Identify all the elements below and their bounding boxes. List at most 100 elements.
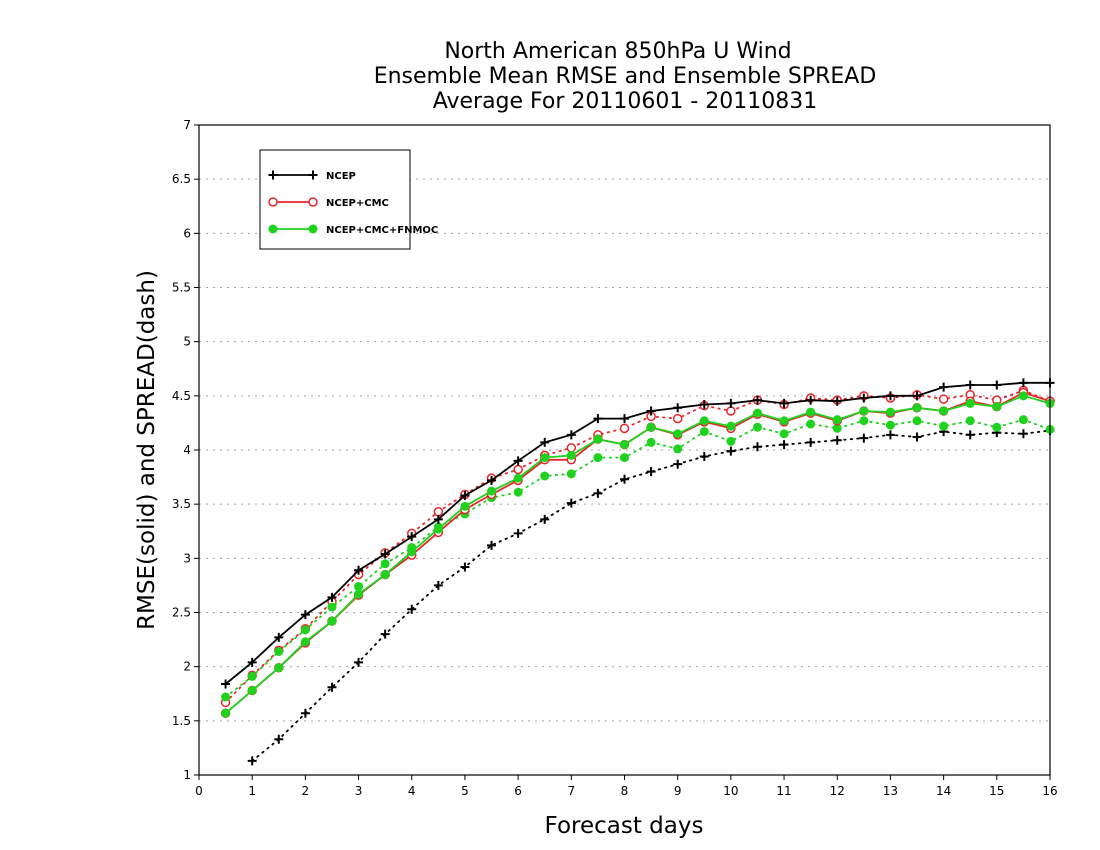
- data-point-rmse: [673, 429, 683, 439]
- x-tick-label: 2: [302, 784, 310, 798]
- data-point-rmse: [965, 380, 975, 390]
- data-point-spread: [487, 540, 497, 550]
- data-point-rmse: [433, 514, 443, 524]
- series-ncep-spread: [247, 426, 1055, 766]
- data-point-spread: [726, 446, 736, 456]
- data-point-spread: [300, 708, 310, 718]
- legend-marker-right: [308, 170, 318, 180]
- data-point-spread: [1018, 415, 1028, 425]
- data-point-rmse: [540, 453, 550, 463]
- data-point-spread: [221, 692, 231, 702]
- series-line-spread: [224, 418, 1051, 698]
- x-tick-label: 14: [936, 784, 951, 798]
- data-point-spread: [806, 419, 816, 429]
- data-point-spread: [380, 559, 390, 569]
- ticks: 11.522.533.544.555.566.570 1 2 3 4 5 6 7 8 9 10 11 1…: [172, 118, 1058, 798]
- y-tick-label: 6: [183, 226, 191, 240]
- data-point-spread: [247, 671, 257, 681]
- legend-marker-left: [268, 197, 278, 207]
- data-point-spread: [566, 469, 576, 479]
- data-point-spread: [513, 464, 523, 475]
- y-tick-label: 1: [183, 768, 191, 782]
- data-point-rmse: [247, 657, 257, 667]
- data-point-spread: [965, 416, 975, 426]
- data-point-spread: [646, 467, 656, 477]
- data-point-rmse: [354, 565, 364, 575]
- data-point-spread: [646, 437, 656, 447]
- legend-box: [259, 149, 411, 250]
- data-point-rmse: [274, 632, 284, 642]
- data-point-spread: [992, 422, 1002, 432]
- data-point-spread: [540, 514, 550, 524]
- data-point-rmse: [1018, 378, 1028, 388]
- data-point-rmse: [885, 391, 895, 401]
- x-tick-label: 10: [723, 784, 738, 798]
- series-layer: [220, 378, 1055, 766]
- x-tick-label: 13: [883, 784, 898, 798]
- data-point-rmse: [699, 416, 709, 426]
- data-point-rmse: [859, 393, 869, 403]
- chart-title-line-2: Ensemble Mean RMSE and Ensemble SPREAD: [374, 64, 877, 89]
- data-point-rmse: [274, 663, 284, 673]
- data-point-rmse: [221, 679, 231, 689]
- x-tick-label: 7: [567, 784, 575, 798]
- data-point-rmse: [779, 398, 789, 408]
- y-tick-label: 2: [183, 660, 191, 674]
- data-point-rmse: [380, 549, 390, 559]
- data-point-rmse: [540, 437, 550, 447]
- x-tick-label: 8: [621, 784, 629, 798]
- data-point-spread: [380, 629, 390, 639]
- data-point-spread: [726, 406, 736, 416]
- data-point-rmse: [752, 395, 762, 405]
- data-point-rmse: [965, 398, 975, 408]
- data-point-spread: [407, 604, 417, 614]
- data-point-spread: [274, 734, 284, 744]
- chart-title-line-3: Average For 20110601 - 20110831: [433, 89, 818, 114]
- data-point-spread: [806, 437, 816, 447]
- data-point-spread: [274, 647, 284, 656]
- x-tick-label: 5: [461, 784, 469, 798]
- legend: NCEP NCEP+CMC NCEP+CMC+FNMOC: [259, 149, 438, 250]
- data-point-spread: [673, 444, 683, 454]
- legend-marker-left: [268, 224, 278, 234]
- data-point-rmse: [832, 415, 842, 425]
- data-point-rmse: [566, 430, 576, 440]
- series-line-rmse: [225, 391, 1051, 714]
- x-tick-label: 1: [248, 784, 256, 798]
- data-point-spread: [327, 602, 337, 612]
- y-tick-label: 5: [183, 335, 191, 349]
- data-point-rmse: [699, 400, 709, 409]
- data-point-spread: [513, 487, 523, 497]
- data-point-spread: [726, 436, 736, 446]
- data-point-spread: [859, 416, 869, 426]
- y-tick-label: 4.5: [172, 389, 191, 403]
- data-point-rmse: [487, 486, 497, 496]
- x-tick-label: 9: [674, 784, 682, 798]
- legend-label: NCEP+CMC+FNMOC: [326, 225, 438, 236]
- data-point-rmse: [620, 440, 629, 450]
- x-tick-label: 11: [776, 784, 791, 798]
- series-line-rmse: [225, 381, 1050, 685]
- data-point-rmse: [832, 396, 842, 406]
- data-point-rmse: [646, 406, 656, 416]
- data-point-rmse: [407, 547, 417, 557]
- x-tick-label: 12: [830, 784, 845, 798]
- x-axis-label: Forecast days: [545, 813, 704, 839]
- data-point-spread: [832, 423, 842, 433]
- data-point-rmse: [1018, 391, 1028, 401]
- data-point-rmse: [354, 589, 364, 599]
- x-tick-label: 0: [195, 784, 203, 798]
- data-point-spread: [460, 562, 470, 572]
- series-line-spread: [251, 429, 1051, 762]
- data-point-rmse: [806, 395, 816, 405]
- data-point-spread: [354, 657, 364, 667]
- series-ncep-cmc-rmse: [220, 387, 1055, 718]
- data-point-rmse: [939, 406, 949, 416]
- data-point-spread: [247, 756, 257, 766]
- data-point-spread: [300, 625, 310, 635]
- data-point-rmse: [673, 403, 683, 413]
- series-ncep-rmse: [221, 378, 1055, 689]
- data-point-rmse: [327, 616, 337, 626]
- data-point-spread: [1018, 429, 1028, 439]
